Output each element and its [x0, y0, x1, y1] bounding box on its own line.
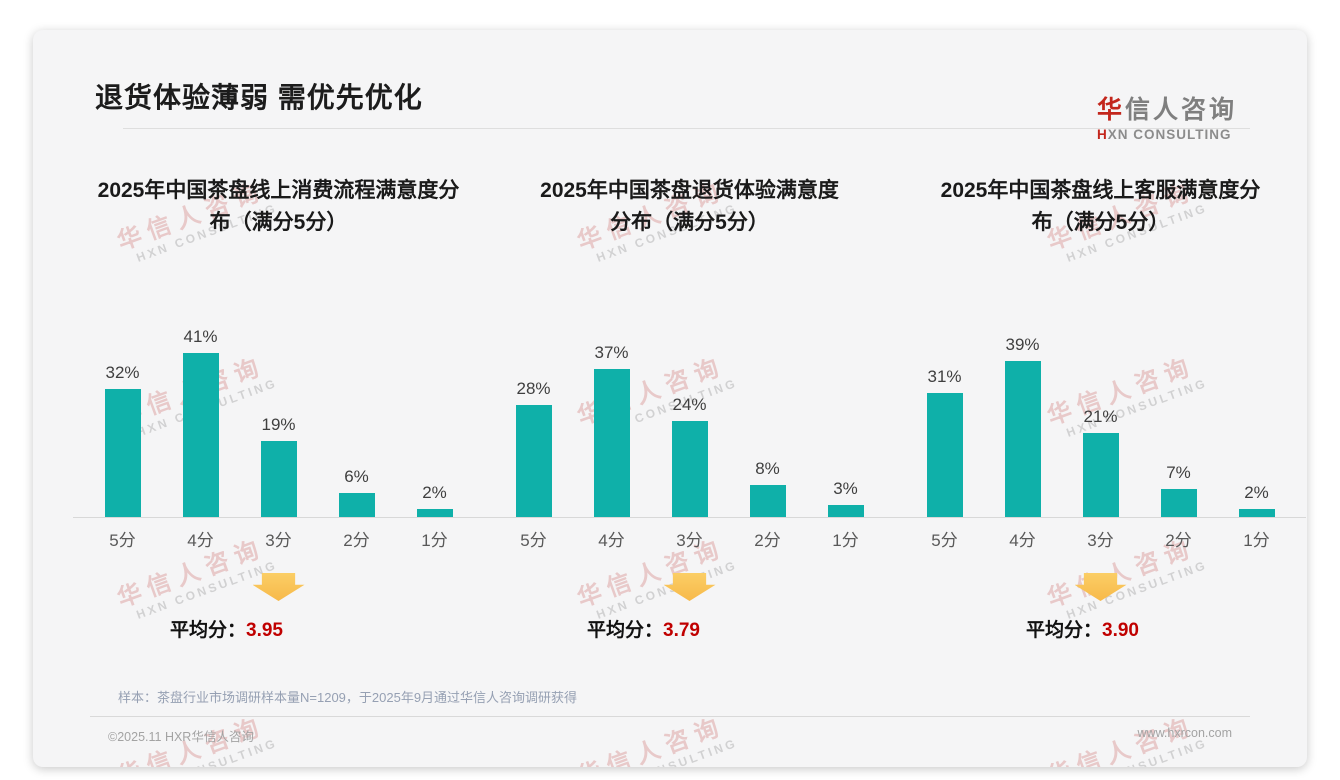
chart-return-experience-satisfaction: 2025年中国茶盘退货体验满意度 分布（满分5分） 28% 37% 24% 8% 3% 5… [484, 175, 895, 642]
bar [182, 353, 219, 517]
down-arrow-icon [663, 573, 716, 601]
bar [926, 393, 963, 517]
chart-online-service-satisfaction: 2025年中国茶盘线上客服满意度分 布（满分5分） 31% 39% 21% 7% 2% 5… [895, 175, 1306, 642]
category-label: 1分 [1243, 531, 1270, 550]
bar-value-label: 28% [516, 379, 551, 398]
bar-value-label: 7% [1166, 463, 1191, 482]
bar [260, 441, 297, 517]
category-label: 3分 [676, 531, 703, 550]
bar [338, 493, 375, 517]
bar-value-label: 3% [833, 479, 858, 498]
slide-card: 华信人咨询 HXN CONSULTING 华信人咨询 HXN CONSULTING 华信… [33, 30, 1307, 767]
average-label: 平均分： [170, 620, 247, 641]
category-label: 5分 [931, 531, 958, 550]
bar [1082, 433, 1119, 517]
category-axis: 5分 4分 3分 2分 1分 [484, 526, 895, 551]
average-score: 平均分：3.95 [170, 615, 283, 642]
bar-value-label: 39% [1005, 335, 1040, 354]
bar-value-label: 32% [105, 363, 140, 382]
bar-group: 8% [729, 459, 807, 517]
logo-english-name: HXN CONSULTING [1096, 127, 1232, 142]
average-score: 平均分：3.79 [587, 615, 700, 642]
bar-value-label: 2% [422, 483, 447, 502]
category-axis: 5分 4分 3分 2分 1分 [73, 526, 484, 551]
average-score: 平均分：3.90 [1026, 615, 1139, 642]
bar-group: 31% [906, 367, 984, 517]
bar-plot: 31% 39% 21% 7% 2% [895, 318, 1306, 518]
bar [515, 405, 552, 517]
category-label: 2分 [1165, 531, 1192, 550]
category-label: 4分 [187, 531, 214, 550]
category-label: 1分 [832, 531, 859, 550]
bar-value-label: 21% [1083, 407, 1118, 426]
average-value: 3.95 [246, 620, 283, 641]
down-arrow-icon [252, 573, 305, 601]
charts-row: 2025年中国茶盘线上消费流程满意度分 布（满分5分） 32% 41% 19% 6% 2%… [33, 175, 1307, 642]
bar-group: 41% [162, 327, 240, 517]
average-label: 平均分： [1026, 620, 1103, 641]
bar-group: 19% [240, 415, 318, 517]
average-value: 3.90 [1102, 620, 1139, 641]
bar-value-label: 19% [261, 415, 296, 434]
category-label: 4分 [598, 531, 625, 550]
bar-group: 39% [984, 335, 1062, 517]
page-title: 退货体验薄弱 需优先优化 [95, 82, 423, 113]
slide-header: 退货体验薄弱 需优先优化 [33, 30, 1307, 129]
category-label: 2分 [754, 531, 781, 550]
sample-note: 样本：茶盘行业市场调研样本量N=1209，于2025年9月通过华信人咨询调研获得 [118, 690, 578, 705]
bar-value-label: 41% [183, 327, 218, 346]
bar-group: 2% [396, 483, 474, 517]
bar-group: 2% [1218, 483, 1296, 517]
bar-value-label: 37% [594, 343, 629, 362]
bar [1160, 489, 1197, 517]
bar-value-label: 2% [1244, 483, 1269, 502]
average-label: 平均分： [587, 620, 664, 641]
bar [1004, 361, 1041, 517]
bar-group: 7% [1140, 463, 1218, 517]
bar [1238, 509, 1275, 517]
bar-plot: 28% 37% 24% 8% 3% [484, 318, 895, 518]
average-value: 3.79 [663, 620, 700, 641]
footer-divider [90, 716, 1250, 717]
slide-footer: 样本：茶盘行业市场调研样本量N=1209，于2025年9月通过华信人咨询调研获得… [90, 687, 1250, 745]
bar-value-label: 24% [672, 395, 707, 414]
bar-group: 21% [1062, 407, 1140, 517]
bar [416, 509, 453, 517]
logo-chinese-name: 华信人咨询 [1096, 96, 1237, 124]
category-label: 5分 [520, 531, 547, 550]
bar [671, 421, 708, 517]
copyright-text: ©2025.11 HXR华信人咨询 [108, 730, 254, 744]
bar [593, 369, 630, 517]
category-label: 3分 [265, 531, 292, 550]
bar-group: 28% [495, 379, 573, 517]
bar-group: 24% [651, 395, 729, 517]
bar-group: 37% [573, 343, 651, 517]
bar-group: 32% [84, 363, 162, 517]
category-label: 5分 [109, 531, 136, 550]
down-arrow-icon [1074, 573, 1127, 601]
bar [827, 505, 864, 517]
website-text: www.hxrcon.com [1137, 726, 1232, 740]
bar [104, 389, 141, 517]
chart-title: 2025年中国茶盘退货体验满意度 分布（满分5分） [540, 179, 839, 234]
bar-value-label: 8% [755, 459, 780, 478]
bar-value-label: 31% [927, 367, 962, 386]
bar-value-label: 6% [344, 467, 369, 486]
company-logo: 华信人咨询 HXN CONSULTING [1097, 90, 1237, 142]
chart-title: 2025年中国茶盘线上消费流程满意度分 布（满分5分） [97, 179, 460, 234]
category-label: 2分 [343, 531, 370, 550]
bar-plot: 32% 41% 19% 6% 2% [73, 318, 484, 518]
chart-title: 2025年中国茶盘线上客服满意度分 布（满分5分） [940, 179, 1261, 234]
bar-group: 3% [807, 479, 885, 517]
category-label: 1分 [421, 531, 448, 550]
category-label: 4分 [1009, 531, 1036, 550]
footer-row: ©2025.11 HXR华信人咨询 www.hxrcon.com [90, 726, 1250, 745]
category-axis: 5分 4分 3分 2分 1分 [895, 526, 1306, 551]
category-label: 3分 [1087, 531, 1114, 550]
bar-group: 6% [318, 467, 396, 517]
header-divider [123, 128, 1250, 129]
chart-online-purchase-satisfaction: 2025年中国茶盘线上消费流程满意度分 布（满分5分） 32% 41% 19% 6% 2%… [73, 175, 484, 642]
bar [749, 485, 786, 517]
